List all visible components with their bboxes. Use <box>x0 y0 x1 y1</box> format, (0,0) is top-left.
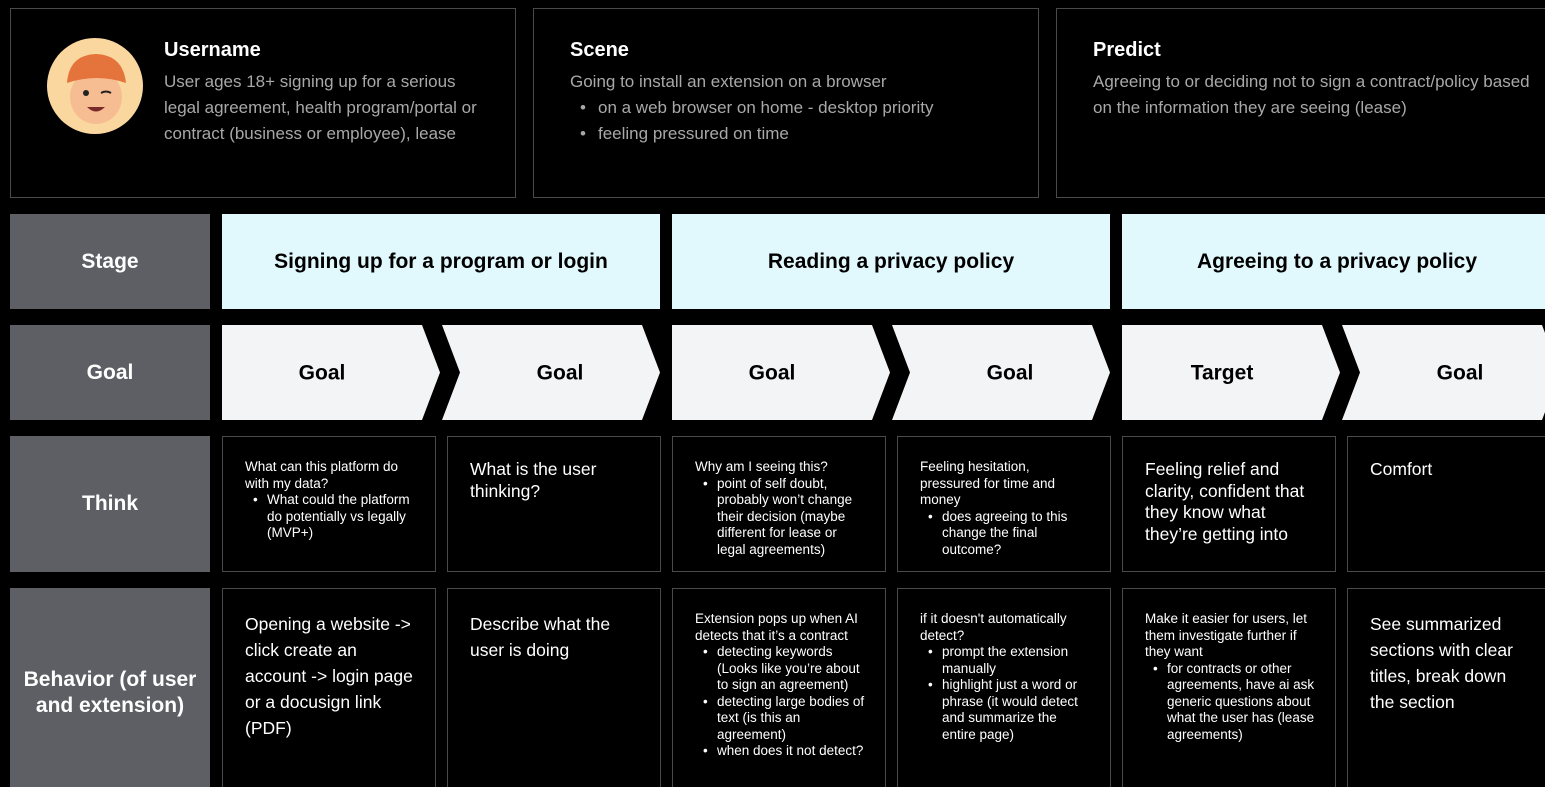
behavior-cell: Extension pops up when AI detects that i… <box>672 588 886 787</box>
cell-text: See summarized sections with clear title… <box>1370 614 1513 712</box>
row-label: Stage <box>10 214 210 309</box>
predict-title: Predict <box>1093 39 1161 61</box>
cell-bullets: does agreeing to this change the final o… <box>920 509 1092 559</box>
cell-text: Make it easier for users, let them inves… <box>1145 611 1308 659</box>
persona-description: User ages 18+ signing up for a serious l… <box>164 72 477 143</box>
cell-text: Feeling hesitation, pressured for time a… <box>920 459 1056 507</box>
predict-card: Predict Agreeing to or deciding not to s… <box>1056 8 1545 198</box>
goal-label: Goal <box>537 362 584 385</box>
goal-label: Goal <box>299 362 346 385</box>
think-cell: Feeling relief and clarity, confident th… <box>1122 436 1336 572</box>
goal-label: Goal <box>1437 362 1484 385</box>
stage-cell: Reading a privacy policy <box>672 214 1110 309</box>
avatar <box>47 38 143 134</box>
goal-chevron <box>222 325 440 420</box>
behavior-cell: Make it easier for users, let them inves… <box>1122 588 1336 787</box>
think-cell: Comfort <box>1347 436 1545 572</box>
goal-chevron <box>1342 325 1545 420</box>
persona-title: Username <box>164 39 261 61</box>
row-label: Think <box>10 436 210 572</box>
bullet: detecting keywords (Looks like you’re ab… <box>717 644 867 694</box>
cell-text: Feeling relief and clarity, confident th… <box>1145 459 1305 544</box>
scene-title: Scene <box>570 39 629 61</box>
scene-body: Going to install an extension on a brows… <box>570 69 1010 147</box>
goal-chevron <box>1122 325 1340 420</box>
bullet: prompt the extension manually <box>942 644 1092 677</box>
bullet: point of self doubt, probably won’t chan… <box>717 476 867 559</box>
cell-text: Describe what the user is doing <box>470 614 611 660</box>
think-cell: Why am I seeing this? point of self doubt… <box>672 436 886 572</box>
persona-card: Username User ages 18+ signing up for a … <box>10 8 516 198</box>
cell-text: Opening a website -> click create an acc… <box>245 614 413 738</box>
cell-bullets: prompt the extension manuallyhighlight j… <box>920 644 1092 743</box>
cell-text: if it doesn't automatically detect? <box>920 611 1067 643</box>
stage-cell: Agreeing to a privacy policy <box>1122 214 1545 309</box>
bullet: highlight just a word or phrase (it woul… <box>942 677 1092 743</box>
goal-chevron <box>442 325 660 420</box>
bullet: on a web browser on home - desktop prior… <box>598 95 1010 121</box>
goal-label: Target <box>1191 362 1254 385</box>
scene-card: Scene Going to install an extension on a… <box>533 8 1039 198</box>
cell-text: Comfort <box>1370 459 1433 479</box>
row-label: Behavior (of user and extension) <box>10 588 210 787</box>
row-label: Goal <box>10 325 210 420</box>
stage-cell: Signing up for a program or login <box>222 214 660 309</box>
bullet: What could the platform do potentially v… <box>267 492 417 542</box>
scene-bullets: on a web browser on home - desktop prior… <box>570 95 1010 147</box>
cell-text: What is the user thinking? <box>470 459 597 501</box>
bullet: for contracts or other agreements, have … <box>1167 661 1317 744</box>
behavior-cell: if it doesn't automatically detect?promp… <box>897 588 1111 787</box>
cell-text: Why am I seeing this? <box>695 459 828 474</box>
cell-bullets: point of self doubt, probably won’t chan… <box>695 476 867 559</box>
think-cell: Feeling hesitation, pressured for time a… <box>897 436 1111 572</box>
behavior-cell: Describe what the user is doing <box>447 588 661 787</box>
scene-description: Going to install an extension on a brows… <box>570 72 887 91</box>
goal-chevron <box>672 325 890 420</box>
think-cell: What can this platform do with my data?W… <box>222 436 436 572</box>
goal-chevron <box>892 325 1110 420</box>
bullet: feeling pressured on time <box>598 121 1010 147</box>
cell-text: Extension pops up when AI detects that i… <box>695 611 858 643</box>
think-cell: What is the user thinking? <box>447 436 661 572</box>
behavior-cell: See summarized sections with clear title… <box>1347 588 1545 787</box>
bullet: does agreeing to this change the final o… <box>942 509 1092 559</box>
predict-description: Agreeing to or deciding not to sign a co… <box>1093 72 1530 117</box>
cell-text: What can this platform do with my data? <box>245 459 399 491</box>
cell-bullets: detecting keywords (Looks like you’re ab… <box>695 644 867 760</box>
goal-label: Goal <box>749 362 796 385</box>
goal-label: Goal <box>987 362 1034 385</box>
cell-bullets: What could the platform do potentially v… <box>245 492 417 542</box>
cell-bullets: for contracts or other agreements, have … <box>1145 661 1317 744</box>
bullet: detecting large bodies of text (is this … <box>717 694 867 744</box>
behavior-cell: Opening a website -> click create an acc… <box>222 588 436 787</box>
bullet: when does it not detect? <box>717 743 867 760</box>
